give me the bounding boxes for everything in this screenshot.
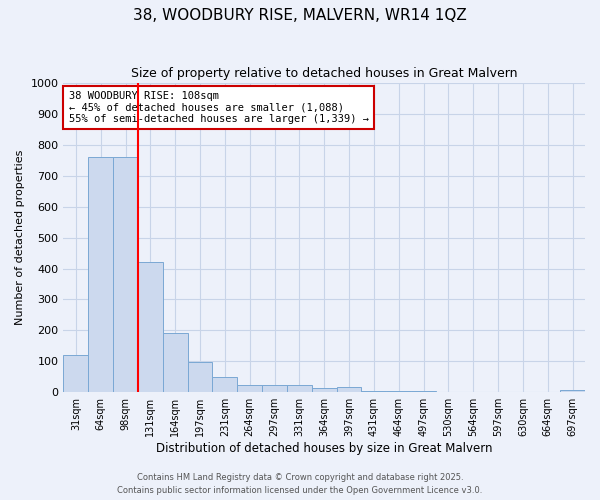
Text: Contains HM Land Registry data © Crown copyright and database right 2025.
Contai: Contains HM Land Registry data © Crown c…: [118, 474, 482, 495]
Bar: [237, 386, 262, 392]
Bar: [262, 385, 287, 392]
Bar: [312, 388, 337, 392]
Bar: [560, 390, 585, 392]
Text: 38 WOODBURY RISE: 108sqm
← 45% of detached houses are smaller (1,088)
55% of sem: 38 WOODBURY RISE: 108sqm ← 45% of detach…: [68, 91, 368, 124]
Bar: [212, 378, 237, 392]
Bar: [188, 362, 212, 392]
Bar: [113, 158, 138, 392]
Bar: [163, 334, 188, 392]
Text: 38, WOODBURY RISE, MALVERN, WR14 1QZ: 38, WOODBURY RISE, MALVERN, WR14 1QZ: [133, 8, 467, 22]
Bar: [337, 386, 361, 392]
X-axis label: Distribution of detached houses by size in Great Malvern: Distribution of detached houses by size …: [156, 442, 493, 455]
Bar: [138, 262, 163, 392]
Bar: [88, 158, 113, 392]
Y-axis label: Number of detached properties: Number of detached properties: [15, 150, 25, 326]
Title: Size of property relative to detached houses in Great Malvern: Size of property relative to detached ho…: [131, 68, 517, 80]
Bar: [64, 355, 88, 392]
Bar: [361, 390, 386, 392]
Bar: [287, 386, 312, 392]
